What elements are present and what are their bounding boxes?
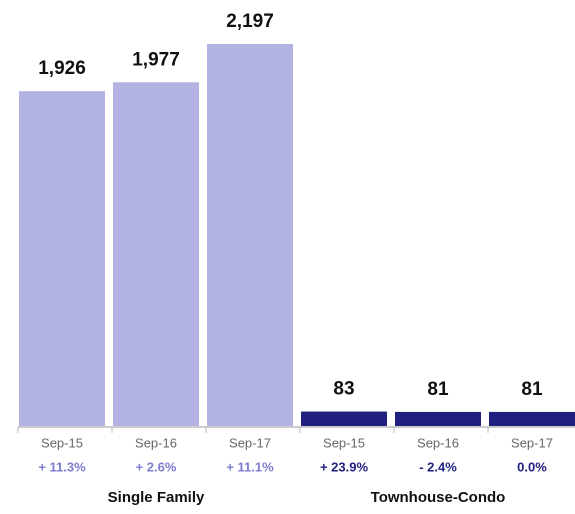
- bar: [489, 411, 575, 426]
- value-label: 83: [333, 379, 354, 400]
- change-label: + 23.9%: [320, 459, 369, 474]
- x-tick-label: Sep-16: [135, 435, 177, 450]
- x-tick-label: Sep-17: [229, 435, 271, 450]
- value-label: 81: [427, 379, 449, 400]
- value-label: 1,977: [132, 49, 180, 70]
- value-label: 1,926: [38, 58, 86, 79]
- bar: [19, 91, 105, 427]
- group-label: Townhouse-Condo: [371, 489, 506, 506]
- value-label: 81: [521, 379, 543, 400]
- change-label: - 2.4%: [419, 459, 457, 474]
- change-label: + 11.1%: [226, 459, 274, 474]
- value-label: 2,197: [226, 11, 274, 32]
- change-label: + 2.6%: [136, 459, 177, 474]
- group-label: Single Family: [108, 489, 205, 506]
- x-tick-label: Sep-16: [417, 435, 459, 450]
- x-tick-label: Sep-15: [41, 435, 83, 450]
- change-label: 0.0%: [517, 459, 547, 474]
- x-tick-label: Sep-17: [511, 435, 553, 450]
- bar: [207, 44, 293, 426]
- bar: [395, 411, 481, 426]
- change-label: + 11.3%: [38, 459, 86, 474]
- bar: [301, 411, 387, 426]
- x-tick-label: Sep-15: [323, 435, 365, 450]
- bar: [113, 82, 199, 426]
